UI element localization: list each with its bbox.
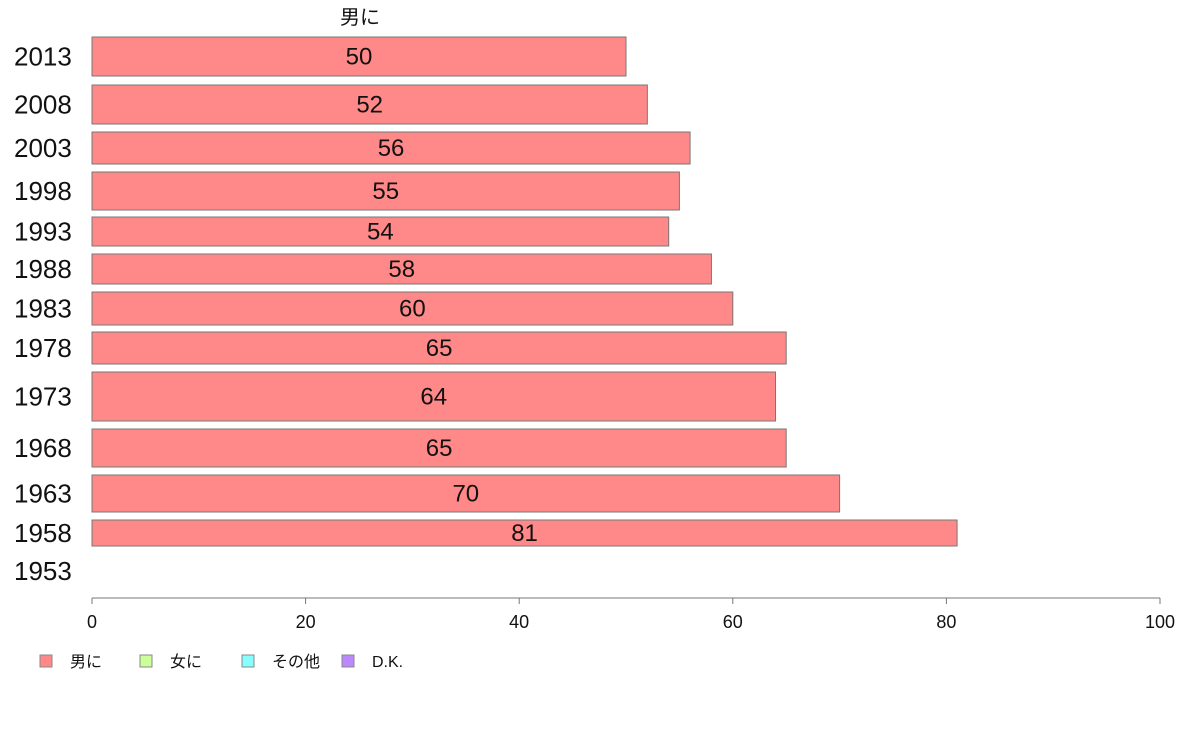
y-tick-label: 1973 <box>14 382 72 412</box>
y-tick-label: 1983 <box>14 294 72 324</box>
x-tick-label: 40 <box>509 612 529 632</box>
x-tick-label: 80 <box>936 612 956 632</box>
data-label: 52 <box>356 92 383 119</box>
bar <box>91 84 648 125</box>
data-label: 55 <box>372 178 399 205</box>
x-tick-label: 0 <box>87 612 97 632</box>
y-tick-label: 2008 <box>14 90 72 120</box>
bar <box>91 474 841 513</box>
y-tick-label: 1963 <box>14 479 72 509</box>
bar <box>91 253 712 285</box>
data-label: 70 <box>452 481 479 508</box>
legend-swatch <box>241 654 255 668</box>
y-tick-label: 1988 <box>14 254 72 284</box>
data-label: 65 <box>426 435 453 462</box>
legend-label: 男に <box>70 654 102 671</box>
bar <box>91 171 680 211</box>
legend-swatch <box>39 654 53 668</box>
y-tick-label: 1958 <box>14 518 72 548</box>
data-label: 81 <box>511 520 538 547</box>
y-tick-label: 2013 <box>14 42 72 72</box>
data-label: 56 <box>378 135 405 162</box>
y-tick-label: 1953 <box>14 556 72 586</box>
bar <box>91 428 787 468</box>
x-tick-label: 20 <box>296 612 316 632</box>
x-tick-label: 60 <box>723 612 743 632</box>
x-tick-label: 100 <box>1145 612 1175 632</box>
bar <box>91 291 734 326</box>
data-label: 50 <box>346 44 373 71</box>
bar <box>91 216 670 247</box>
y-tick-label: 1998 <box>14 176 72 206</box>
data-label: 65 <box>426 335 453 362</box>
data-label: 58 <box>388 256 415 283</box>
legend-label: その他 <box>272 653 320 671</box>
y-tick-label: 1978 <box>14 333 72 363</box>
legend-swatch <box>341 654 355 668</box>
data-label: 54 <box>367 219 394 246</box>
data-label: 60 <box>399 296 426 323</box>
series-label: 男に <box>340 7 380 29</box>
bar <box>91 36 627 77</box>
bar <box>91 371 777 422</box>
bar <box>91 519 958 547</box>
legend-label: 女に <box>170 652 202 671</box>
bar <box>91 331 787 365</box>
y-tick-label: 1993 <box>14 217 72 247</box>
y-tick-label: 2003 <box>14 133 72 163</box>
data-label: 64 <box>420 384 447 411</box>
legend-swatch <box>139 654 153 668</box>
bar <box>91 131 691 165</box>
y-tick-label: 1968 <box>14 433 72 463</box>
legend-label: D.K. <box>372 654 403 671</box>
